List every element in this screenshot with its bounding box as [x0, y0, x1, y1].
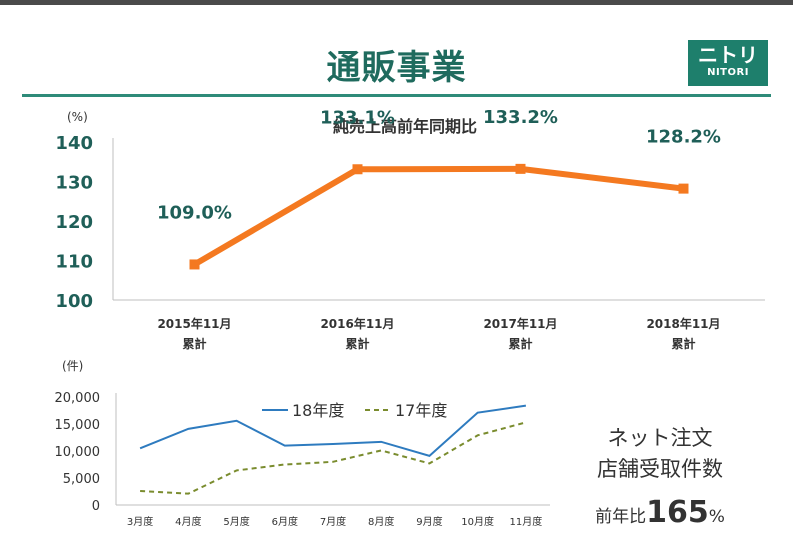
top-border	[0, 0, 793, 5]
yoy-ratio-value: 165	[646, 495, 709, 530]
main-y-tick-label: 130	[55, 173, 93, 194]
main-data-label: 109.0%	[157, 202, 232, 223]
page-title: 通販事業	[326, 48, 467, 88]
nitori-logo: ニトリ NITORI	[688, 40, 768, 86]
main-data-point	[678, 183, 689, 194]
main-data-label: 133.1%	[320, 107, 395, 128]
logo-latin: NITORI	[707, 67, 749, 78]
main-data-point	[352, 164, 363, 175]
main-x-tick-label: 2018年11月累計	[646, 316, 720, 351]
main-data-label: 128.2%	[646, 127, 721, 148]
main-data-point	[515, 163, 526, 174]
main-x-tick-label: 2016年11月累計	[320, 316, 394, 351]
logo-katakana: ニトリ	[698, 43, 758, 67]
online-pickup-summary: ネット注文 店舗受取件数 前年比165%	[560, 423, 760, 530]
main-y-tick-label: 120	[55, 212, 93, 233]
main-y-tick-label: 100	[55, 291, 93, 312]
main-x-tick-label: 2015年11月累計	[157, 316, 231, 351]
main-data-label: 133.2%	[483, 107, 558, 128]
yoy-ratio-suffix: %	[708, 507, 725, 527]
main-y-tick-label: 140	[55, 133, 93, 154]
main-chart-title: 純売上高前年同期比	[333, 117, 477, 136]
main-x-tick-label: 2017年11月累計	[483, 316, 557, 351]
yoy-ratio: 前年比165%	[560, 495, 760, 530]
summary-line-1: ネット注文	[607, 426, 713, 450]
main-data-point	[189, 259, 200, 270]
yoy-ratio-prefix: 前年比	[595, 507, 647, 527]
main-y-tick-label: 110	[55, 252, 93, 273]
summary-line-2: 店舗受取件数	[597, 457, 723, 481]
main-unit-label: (%)	[67, 110, 88, 124]
main-series-line	[192, 165, 684, 268]
title-divider	[22, 94, 771, 97]
